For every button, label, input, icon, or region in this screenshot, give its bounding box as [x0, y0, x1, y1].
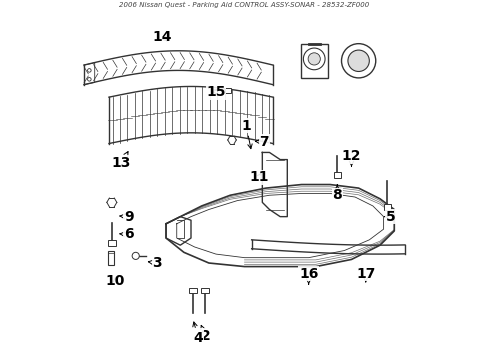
Circle shape — [132, 252, 139, 260]
Text: 9: 9 — [120, 210, 133, 224]
Text: 8: 8 — [332, 185, 342, 202]
Bar — [188, 288, 196, 293]
Text: 16: 16 — [298, 267, 318, 284]
Circle shape — [87, 77, 91, 81]
Text: 4: 4 — [192, 322, 203, 345]
Text: 11: 11 — [248, 170, 268, 184]
Text: 2: 2 — [200, 325, 210, 343]
Circle shape — [87, 69, 91, 72]
Text: 15: 15 — [206, 85, 225, 99]
Bar — [108, 240, 116, 246]
Text: 1: 1 — [241, 119, 252, 149]
Circle shape — [341, 44, 375, 78]
Text: 6: 6 — [120, 228, 133, 242]
Text: 2006 Nissan Quest - Parking Aid CONTROL ASSY-SONAR - 28532-ZF000: 2006 Nissan Quest - Parking Aid CONTROL … — [119, 2, 369, 8]
Text: 5: 5 — [384, 210, 395, 224]
Bar — [224, 87, 230, 93]
Text: 10: 10 — [105, 274, 125, 288]
Bar — [300, 44, 327, 77]
Text: 14: 14 — [152, 30, 172, 44]
Circle shape — [303, 48, 325, 70]
Bar — [108, 251, 113, 265]
Circle shape — [307, 53, 320, 65]
Bar — [383, 204, 390, 210]
Text: 13: 13 — [112, 152, 131, 170]
Circle shape — [347, 50, 368, 72]
Text: 7: 7 — [255, 135, 268, 149]
Bar — [333, 172, 340, 179]
Text: 17: 17 — [355, 267, 375, 282]
Bar — [201, 288, 209, 293]
Text: 3: 3 — [148, 256, 162, 270]
Text: 12: 12 — [341, 149, 361, 166]
